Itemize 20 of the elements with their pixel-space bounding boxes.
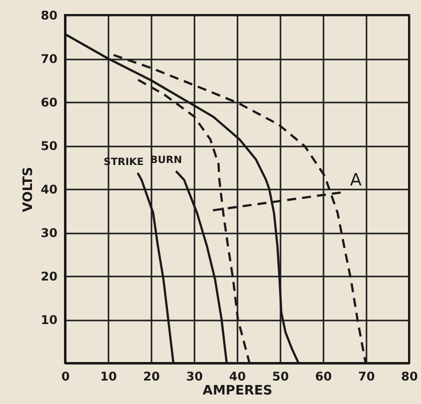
x-tick-label: 10 (100, 370, 117, 384)
y-tick-label: 40 (40, 182, 58, 196)
y-tick-label: 10 (40, 313, 58, 327)
y-tick-label: 50 (40, 139, 58, 153)
x-tick-label: 70 (358, 370, 375, 384)
y-tick-label: 20 (40, 270, 58, 284)
x-tick-label: 60 (315, 370, 332, 384)
y-tick-label: 70 (40, 52, 58, 66)
y-tick-label: 30 (40, 226, 58, 240)
x-tick-label: 0 (61, 370, 70, 384)
y-tick-label: 60 (40, 96, 58, 110)
x-tick-label: 50 (272, 370, 289, 384)
x-tick-label: 40 (229, 370, 246, 384)
y-tick-label: 80 (40, 8, 58, 22)
annotation: A (350, 170, 362, 190)
x-tick-label: 80 (401, 370, 418, 384)
x-tick-label: 20 (143, 370, 160, 384)
x-tick-label: 30 (186, 370, 203, 384)
x-axis-title: AMPERES (202, 384, 272, 398)
y-axis-title: VOLTS (20, 166, 36, 212)
